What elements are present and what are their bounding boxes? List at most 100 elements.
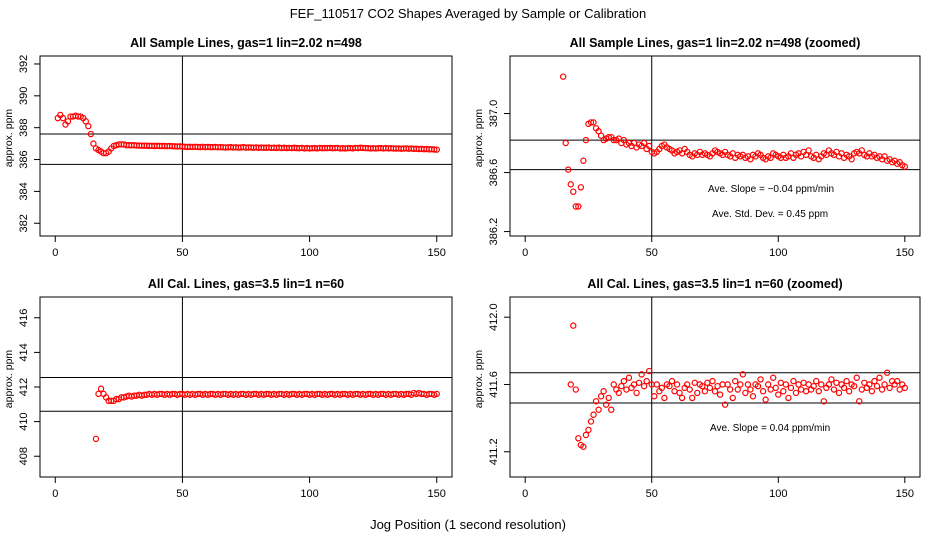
- data-point: [828, 376, 835, 383]
- x-tick-label: 100: [300, 488, 318, 500]
- data-point: [580, 443, 587, 450]
- data-point: [640, 139, 648, 147]
- data-point: [577, 184, 585, 191]
- data-point: [90, 140, 97, 147]
- data-point: [861, 379, 868, 386]
- data-point: [901, 163, 909, 170]
- data-point: [810, 382, 817, 390]
- data-point: [739, 371, 747, 378]
- data-point: [777, 379, 785, 386]
- y-axis-label: approx. ppm: [473, 109, 485, 168]
- data-point: [742, 389, 749, 397]
- data-point: [820, 398, 828, 405]
- data-point: [620, 377, 628, 385]
- data-point: [559, 73, 567, 80]
- data-point: [580, 157, 587, 164]
- data-point: [572, 203, 580, 210]
- y-tick-label: 384: [18, 182, 30, 200]
- data-point: [840, 384, 848, 392]
- data-point: [719, 381, 726, 388]
- data-point: [572, 386, 580, 393]
- data-point: [605, 394, 612, 402]
- data-point: [592, 398, 600, 405]
- data-point: [618, 382, 625, 390]
- data-point: [792, 389, 800, 397]
- figure-xlabel: Jog Position (1 second resolution): [370, 517, 566, 532]
- y-tick-label: 386.2: [488, 218, 500, 246]
- x-tick-label: 100: [769, 488, 787, 500]
- panel-2: All Sample Lines, gas=1 lin=2.02 n=498 (…: [473, 36, 921, 259]
- data-point: [813, 377, 820, 385]
- x-tick-label: 0: [52, 488, 58, 500]
- data-point: [689, 394, 696, 402]
- data-point: [818, 381, 825, 388]
- data-point: [868, 388, 876, 395]
- data-point: [570, 188, 577, 195]
- annotation-text: Ave. Slope = −0.04 ppm/min: [708, 184, 834, 195]
- data-point: [623, 386, 630, 393]
- data-point: [82, 118, 89, 125]
- y-tick-label: 392: [18, 55, 30, 73]
- data-point: [638, 371, 645, 378]
- plot-frame: [509, 296, 921, 478]
- data-point: [878, 386, 886, 393]
- data-point: [600, 388, 607, 395]
- data-point: [894, 377, 901, 385]
- data-point: [653, 381, 660, 388]
- data-point: [706, 384, 714, 392]
- data-point: [866, 381, 873, 388]
- data-point: [848, 156, 855, 163]
- data-point: [856, 398, 863, 405]
- data-point: [833, 379, 840, 386]
- plot-frame: [39, 55, 453, 237]
- data-point: [805, 147, 812, 154]
- x-tick-label: 50: [176, 488, 188, 500]
- data-point: [757, 376, 764, 383]
- y-tick-label: 411.2: [488, 438, 500, 465]
- panel-1: All Sample Lines, gas=1 lin=2.02 n=498 0 5…: [3, 36, 453, 259]
- annotation-text: Ave. Slope = 0.04 ppm/min: [710, 423, 830, 434]
- data-point: [772, 384, 779, 392]
- data-point: [430, 146, 438, 153]
- data-point: [764, 381, 772, 388]
- y-tick-label: 412.0: [488, 303, 500, 331]
- data-point: [724, 381, 731, 388]
- data-point: [668, 377, 676, 385]
- data-point: [635, 379, 643, 386]
- data-point: [678, 394, 686, 402]
- y-tick-label: 416: [18, 309, 30, 327]
- y-tick-label: 382: [18, 214, 30, 232]
- data-point: [726, 386, 734, 393]
- data-point: [737, 381, 744, 388]
- data-point: [610, 381, 617, 388]
- annotation-text: Ave. Std. Dev. = 0.45 ppm: [712, 209, 828, 220]
- data-point: [896, 386, 903, 393]
- panel-title: All Cal. Lines, gas=3.5 lin=1 n=60 (zoom…: [587, 277, 842, 291]
- data-point: [714, 382, 721, 390]
- x-tick-label: 150: [428, 247, 446, 259]
- data-point: [701, 388, 709, 395]
- y-tick-label: 386.6: [488, 159, 500, 187]
- data-point: [790, 377, 797, 385]
- data-point: [97, 385, 105, 392]
- data-point: [691, 379, 698, 386]
- data-point: [595, 406, 602, 413]
- figure-title: FEF_110517 CO2 Shapes Averaged by Sample…: [290, 6, 647, 21]
- panel-title: All Sample Lines, gas=1 lin=2.02 n=498: [130, 36, 362, 50]
- panel-3: All Cal. Lines, gas=3.5 lin=1 n=60 0 50 100…: [3, 277, 453, 500]
- data-point: [802, 388, 810, 395]
- data-point: [762, 396, 769, 403]
- data-point: [433, 390, 440, 398]
- x-tick-label: 50: [176, 247, 188, 259]
- x-tick-label: 150: [428, 488, 446, 500]
- data-point: [734, 386, 741, 393]
- data-point: [673, 381, 681, 388]
- y-axis-label: approx. ppm: [3, 350, 15, 409]
- data-point: [661, 394, 668, 402]
- y-tick-label: 412: [18, 378, 30, 396]
- x-tick-label: 100: [300, 247, 318, 259]
- data-point: [671, 388, 678, 395]
- y-tick-label: 411.6: [488, 371, 500, 398]
- data-point: [815, 388, 822, 395]
